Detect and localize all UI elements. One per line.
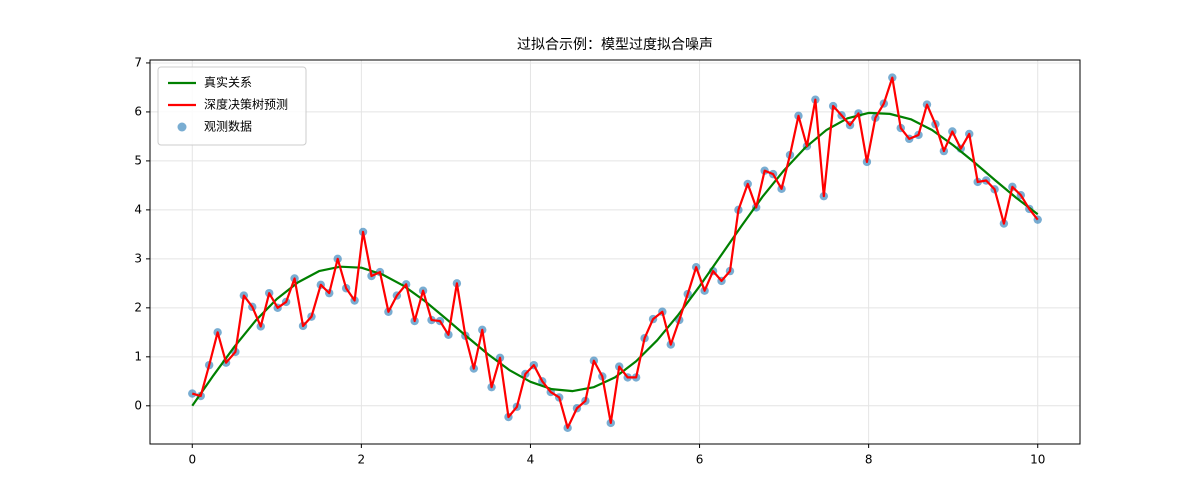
y-tick-label: 7 <box>134 55 142 69</box>
x-tick-label: 8 <box>865 453 873 467</box>
legend-label: 深度决策树预测 <box>204 97 288 112</box>
legend-box <box>157 66 307 146</box>
y-tick-label: 1 <box>134 349 142 363</box>
x-tick-label: 0 <box>188 453 196 467</box>
legend-marker <box>177 122 187 132</box>
legend-label: 观测数据 <box>204 119 252 134</box>
y-tick-label: 2 <box>134 300 142 314</box>
x-tick-label: 10 <box>1030 453 1045 467</box>
plot-frame <box>149 59 1081 445</box>
line <box>191 76 1039 429</box>
chart-title: 过拟合示例：模型过度拟合噪声 <box>517 37 713 53</box>
x-tick-label: 4 <box>527 453 535 467</box>
y-tick-label: 0 <box>134 398 142 412</box>
y-tick-label: 5 <box>134 153 142 167</box>
line <box>191 111 1039 407</box>
y-tick-label: 6 <box>134 104 142 118</box>
legend-label: 真实关系 <box>204 75 252 90</box>
x-tick-label: 6 <box>696 453 704 467</box>
y-tick-label: 4 <box>134 202 142 216</box>
x-tick-label: 2 <box>358 453 366 467</box>
y-tick-label: 3 <box>134 251 142 265</box>
